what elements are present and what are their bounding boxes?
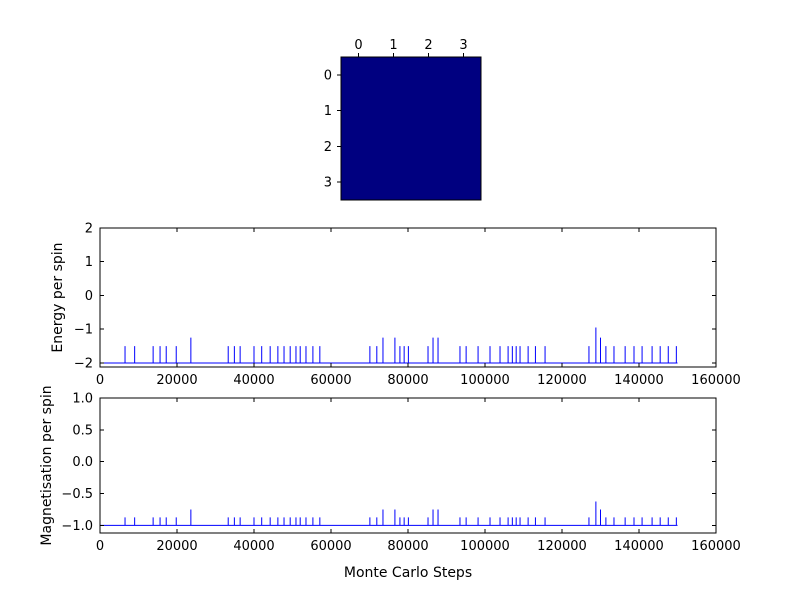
magnetisation-x-tick-label: 100000	[460, 539, 510, 554]
magnetisation-y-tick-label: 0.0	[72, 455, 93, 470]
heatmap-y-tick-label: 1	[324, 104, 332, 119]
heatmap-x-tick-label: 1	[389, 38, 397, 53]
magnetisation-ylabel: Magnetisation per spin	[39, 385, 55, 545]
energy-x-tick-label: 80000	[387, 373, 428, 388]
heatmap-y-tick-label: 2	[324, 140, 332, 155]
lattice-cells	[340, 56, 482, 201]
magnetisation-y-tick-label: 0.5	[72, 423, 93, 438]
magnetisation-y-tick-label: −0.5	[61, 487, 93, 502]
magnetisation-x-tick-label: 140000	[614, 539, 664, 554]
energy-x-tick-label: 120000	[537, 373, 587, 388]
magnetisation-x-tick-label: 40000	[233, 539, 274, 554]
energy-x-tick-label: 40000	[233, 373, 274, 388]
energy-x-tick-label: 20000	[156, 373, 197, 388]
magnetisation-x-tick-label: 0	[96, 539, 104, 554]
lattice-subplot: 0 1 2 3 0 1 2 3	[324, 38, 482, 201]
energy-ylabel: Energy per spin	[50, 242, 66, 352]
heatmap-y-tick-label: 3	[324, 176, 332, 191]
magnetisation-x-tick-label: 80000	[387, 539, 428, 554]
energy-x-tick-label: 0	[96, 373, 104, 388]
magnetisation-x-tick-label: 160000	[691, 539, 741, 554]
energy-y-tick-label: 1	[85, 255, 93, 270]
magnetisation-x-tick-label: 60000	[310, 539, 351, 554]
energy-subplot: 0 20000 40000 60000 80000 100000 120000 140000 1…	[50, 222, 741, 389]
energy-x-tick-label: 160000	[691, 373, 741, 388]
magnetisation-y-tick-label: 1.0	[72, 392, 93, 407]
energy-y-tick-label: −2	[74, 356, 93, 371]
magnetisation-xlabel: Monte Carlo Steps	[344, 565, 472, 581]
heatmap-x-tick-label: 3	[459, 38, 467, 53]
energy-series-line	[100, 327, 678, 364]
magnetisation-axes-frame	[99, 397, 717, 534]
energy-x-tick-label: 100000	[460, 373, 510, 388]
heatmap-y-tick-label: 0	[324, 68, 332, 83]
magnetisation-series-line	[100, 501, 678, 526]
magnetisation-subplot: 0 20000 40000 60000 80000 100000 120000 140000 1…	[39, 385, 741, 581]
magnetisation-y-tick-label: −1.0	[61, 519, 93, 534]
energy-x-tick-label: 60000	[310, 373, 351, 388]
energy-y-tick-label: 0	[85, 289, 93, 304]
magnetisation-x-tick-label: 120000	[537, 539, 587, 554]
energy-x-tick-label: 140000	[614, 373, 664, 388]
heatmap-x-tick-label: 2	[424, 38, 432, 53]
heatmap-x-tick-label: 0	[354, 38, 362, 53]
energy-y-tick-label: −1	[74, 323, 93, 338]
energy-y-tick-label: 2	[85, 222, 93, 237]
magnetisation-x-tick-label: 20000	[156, 539, 197, 554]
